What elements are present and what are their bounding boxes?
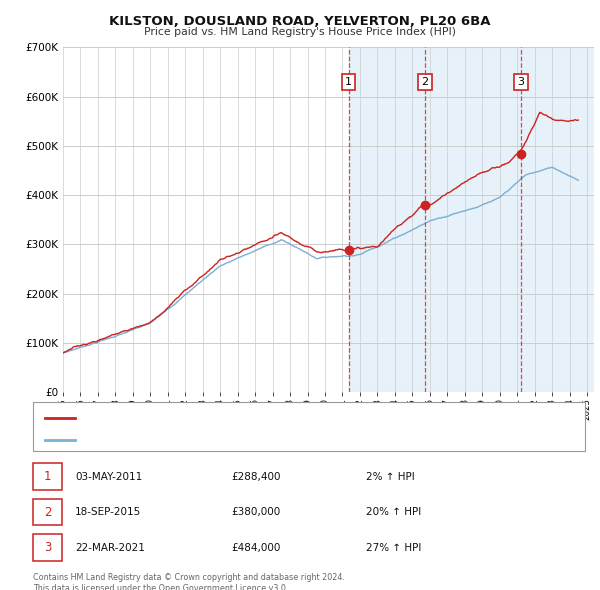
KILSTON, DOUSLAND ROAD, YELVERTON, PL20 6BA (detached house) — [460, 179, 467, 186]
Text: 3: 3 — [517, 77, 524, 87]
Text: KILSTON, DOUSLAND ROAD, YELVERTON, PL20 6BA (detached house): KILSTON, DOUSLAND ROAD, YELVERTON, PL20 … — [81, 413, 393, 422]
KILSTON, DOUSLAND ROAD, YELVERTON, PL20 6BA (detached house) — [185, 284, 193, 291]
Text: 27% ↑ HPI: 27% ↑ HPI — [366, 543, 421, 552]
Text: Contains HM Land Registry data © Crown copyright and database right 2024.
This d: Contains HM Land Registry data © Crown c… — [33, 573, 345, 590]
HPI: Average price, detached house, West Devon: (2e+03, 2.37e+05): Average price, detached house, West Devo… — [205, 272, 212, 279]
Text: £288,400: £288,400 — [231, 472, 281, 481]
Text: 2: 2 — [44, 506, 51, 519]
KILSTON, DOUSLAND ROAD, YELVERTON, PL20 6BA (detached house) — [223, 254, 230, 261]
Text: 20% ↑ HPI: 20% ↑ HPI — [366, 507, 421, 517]
Text: KILSTON, DOUSLAND ROAD, YELVERTON, PL20 6BA: KILSTON, DOUSLAND ROAD, YELVERTON, PL20 … — [109, 15, 491, 28]
KILSTON, DOUSLAND ROAD, YELVERTON, PL20 6BA (detached house) — [524, 135, 531, 142]
Text: 22-MAR-2021: 22-MAR-2021 — [75, 543, 145, 552]
Text: 3: 3 — [44, 541, 51, 554]
Text: 03-MAY-2011: 03-MAY-2011 — [75, 472, 142, 481]
KILSTON, DOUSLAND ROAD, YELVERTON, PL20 6BA (detached house) — [59, 349, 67, 356]
Text: HPI: Average price, detached house, West Devon: HPI: Average price, detached house, West… — [81, 435, 302, 444]
HPI: Average price, detached house, West Devon: (2.02e+03, 4.42e+05): Average price, detached house, West Devo… — [524, 171, 531, 178]
Line: HPI: Average price, detached house, West Devon: HPI: Average price, detached house, West… — [63, 167, 578, 353]
KILSTON, DOUSLAND ROAD, YELVERTON, PL20 6BA (detached house) — [536, 109, 544, 116]
HPI: Average price, detached house, West Devon: (2e+03, 2.04e+05): Average price, detached house, West Devo… — [185, 288, 193, 295]
Text: 2: 2 — [421, 77, 428, 87]
Text: 18-SEP-2015: 18-SEP-2015 — [75, 507, 141, 517]
Bar — [349, 47, 596, 392]
KILSTON, DOUSLAND ROAD, YELVERTON, PL20 6BA (detached house) — [575, 117, 582, 124]
Line: KILSTON, DOUSLAND ROAD, YELVERTON, PL20 6BA (detached house): KILSTON, DOUSLAND ROAD, YELVERTON, PL20 … — [63, 112, 578, 353]
Text: Price paid vs. HM Land Registry's House Price Index (HPI): Price paid vs. HM Land Registry's House … — [144, 27, 456, 37]
HPI: Average price, detached house, West Devon: (2e+03, 8e+04): Average price, detached house, West Devo… — [59, 349, 67, 356]
Text: £484,000: £484,000 — [231, 543, 280, 552]
Text: £380,000: £380,000 — [231, 507, 280, 517]
HPI: Average price, detached house, West Devon: (2.02e+03, 3.67e+05): Average price, detached house, West Devo… — [460, 208, 467, 215]
Text: 1: 1 — [44, 470, 51, 483]
KILSTON, DOUSLAND ROAD, YELVERTON, PL20 6BA (detached house) — [205, 268, 212, 275]
HPI: Average price, detached house, West Devon: (2.02e+03, 4.3e+05): Average price, detached house, West Devo… — [575, 177, 582, 184]
HPI: Average price, detached house, West Devon: (2e+03, 2.62e+05): Average price, detached house, West Devo… — [223, 260, 230, 267]
HPI: Average price, detached house, West Devon: (2.01e+03, 3.19e+05): Average price, detached house, West Devo… — [398, 232, 405, 239]
HPI: Average price, detached house, West Devon: (2.02e+03, 4.57e+05): Average price, detached house, West Devo… — [548, 163, 556, 171]
Text: 2% ↑ HPI: 2% ↑ HPI — [366, 472, 415, 481]
Text: 1: 1 — [345, 77, 352, 87]
KILSTON, DOUSLAND ROAD, YELVERTON, PL20 6BA (detached house) — [398, 221, 405, 228]
